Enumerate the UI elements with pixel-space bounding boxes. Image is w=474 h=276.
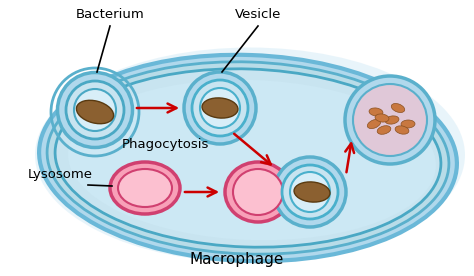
Ellipse shape — [385, 116, 399, 124]
Ellipse shape — [184, 72, 256, 144]
Ellipse shape — [118, 169, 172, 207]
Text: Vesicle: Vesicle — [235, 8, 281, 21]
Ellipse shape — [47, 62, 449, 254]
Ellipse shape — [66, 81, 124, 139]
Ellipse shape — [192, 80, 248, 136]
Ellipse shape — [225, 162, 291, 222]
Ellipse shape — [375, 114, 389, 122]
Ellipse shape — [377, 126, 391, 134]
Ellipse shape — [401, 120, 415, 128]
Ellipse shape — [274, 157, 346, 227]
Text: Lysosome: Lysosome — [28, 168, 93, 181]
Text: Macrophage: Macrophage — [190, 252, 284, 267]
Ellipse shape — [290, 172, 330, 212]
Ellipse shape — [110, 162, 180, 214]
Text: Bacterium: Bacterium — [76, 8, 145, 21]
Ellipse shape — [202, 98, 238, 118]
Text: Phagocytosis: Phagocytosis — [121, 138, 209, 151]
Ellipse shape — [353, 84, 427, 156]
Ellipse shape — [35, 47, 465, 262]
Ellipse shape — [68, 80, 436, 240]
Ellipse shape — [39, 55, 457, 261]
Ellipse shape — [282, 165, 338, 219]
Ellipse shape — [392, 104, 405, 113]
Ellipse shape — [55, 69, 441, 247]
Ellipse shape — [74, 89, 116, 131]
Ellipse shape — [395, 126, 409, 134]
Ellipse shape — [367, 120, 381, 129]
Ellipse shape — [294, 182, 330, 202]
Ellipse shape — [57, 73, 133, 147]
Ellipse shape — [345, 76, 435, 164]
Ellipse shape — [200, 88, 240, 128]
Ellipse shape — [233, 169, 283, 215]
Ellipse shape — [76, 100, 114, 124]
Ellipse shape — [369, 108, 383, 116]
